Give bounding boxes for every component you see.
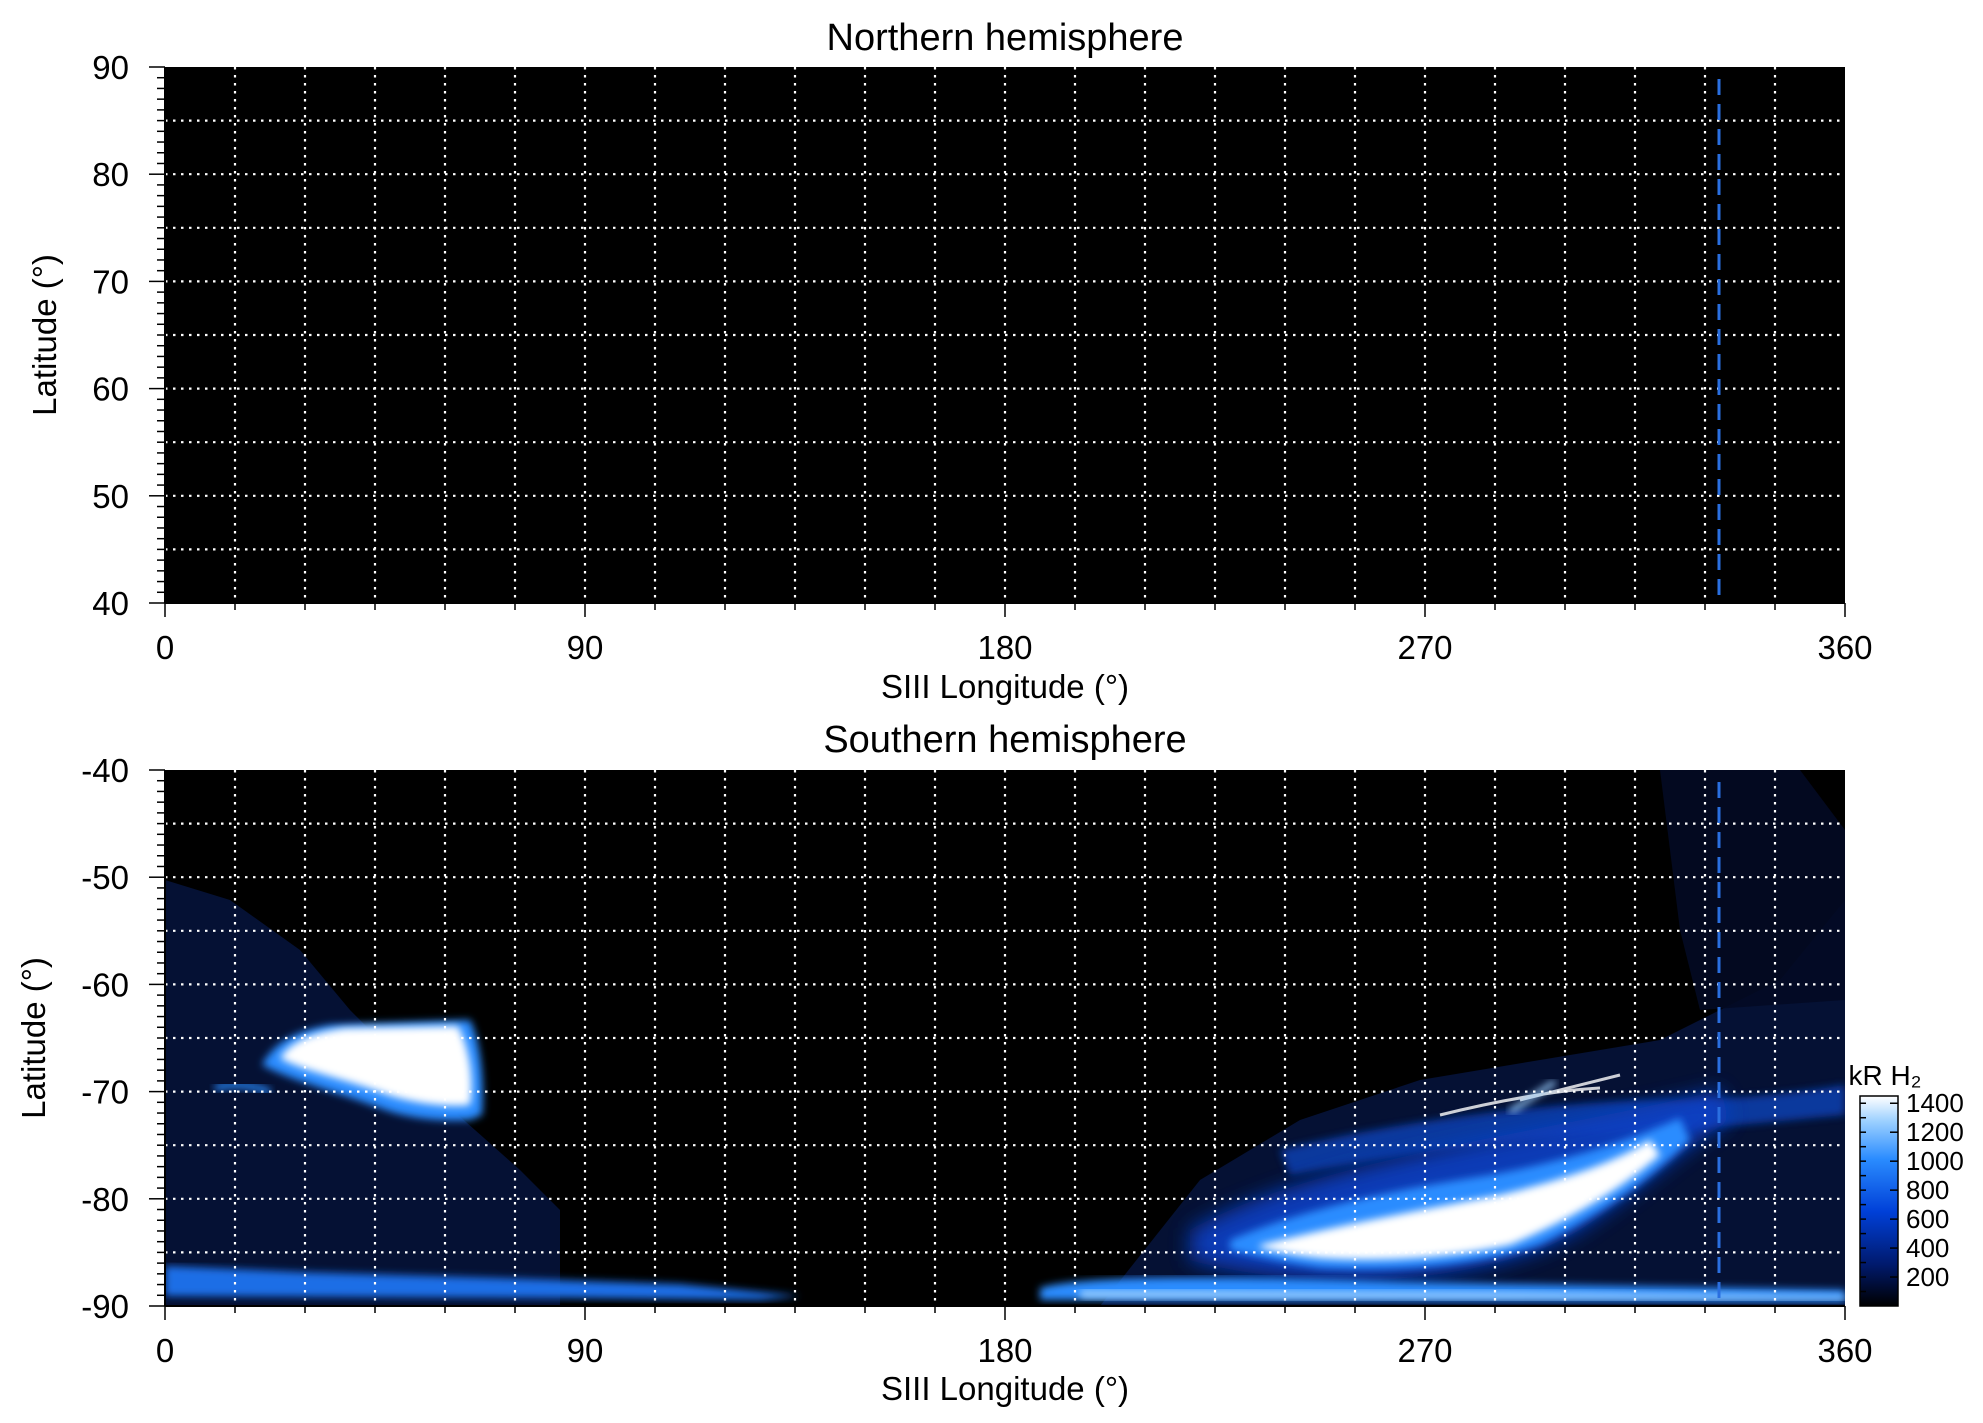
colorbar-tick-label: 1400 (1906, 1088, 1964, 1118)
south-ylabel: Latitude (°) (15, 957, 52, 1119)
y-tick-label: -90 (81, 1288, 129, 1325)
y-tick-label: 60 (92, 371, 129, 408)
south-grid (165, 770, 1845, 1306)
x-tick-label: 270 (1397, 1332, 1452, 1369)
y-tick-label: 90 (92, 49, 129, 86)
colorbar-gradient (1859, 1095, 1899, 1307)
y-tick-label: -60 (81, 966, 129, 1003)
blob-emission (214, 1020, 483, 1121)
south-xlabel: SIII Longitude (°) (881, 1370, 1129, 1407)
x-tick-label: 90 (567, 629, 604, 666)
x-tick-label: 180 (977, 1332, 1032, 1369)
y-tick-label: -80 (81, 1181, 129, 1218)
y-tick-label: -70 (81, 1074, 129, 1111)
north-ylabel: Latitude (°) (26, 254, 63, 416)
colorbar-title: kR H₂ (1848, 1060, 1921, 1091)
north-xlabel: SIII Longitude (°) (881, 668, 1129, 705)
y-tick-label: -40 (81, 752, 129, 789)
x-tick-label: 270 (1397, 629, 1452, 666)
south-title: Southern hemisphere (823, 719, 1186, 761)
y-tick-label: -50 (81, 859, 129, 896)
x-tick-label: 360 (1817, 629, 1872, 666)
y-tick-label: 70 (92, 263, 129, 300)
x-tick-label: 90 (567, 1332, 604, 1369)
x-tick-label: 180 (977, 629, 1032, 666)
colorbar-tick-label: 800 (1906, 1175, 1949, 1205)
panel-northern: Northern hemisphere 40 50 60 70 80 90 0 90 180 27… (26, 17, 1873, 705)
arc-emission (1190, 1073, 1730, 1281)
south-axes: -40 -50 -60 -70 -80 -90 0 90 180 270 360 (81, 752, 1872, 1369)
edge-band-left (165, 1266, 800, 1300)
haze-right-top (1660, 770, 1845, 1010)
north-title: Northern hemisphere (827, 17, 1184, 59)
colorbar-tick-label: 400 (1906, 1233, 1949, 1263)
y-tick-label: 40 (92, 585, 129, 622)
x-tick-label: 0 (156, 1332, 174, 1369)
x-tick-label: 0 (156, 629, 174, 666)
edge-band-right-bright (1080, 1290, 1845, 1300)
colorbar-tick-label: 600 (1906, 1204, 1949, 1234)
panel-southern: Southern hemisphere (15, 719, 1964, 1407)
y-tick-label: 50 (92, 478, 129, 515)
north-axes: 40 50 60 70 80 90 0 90 180 270 360 (92, 49, 1872, 666)
y-tick-label: 80 (92, 156, 129, 193)
x-tick-label: 360 (1817, 1332, 1872, 1369)
colorbar-tick-label: 1200 (1906, 1117, 1964, 1147)
north-grid (165, 67, 1845, 603)
colorbar-tick-label: 1000 (1906, 1146, 1964, 1176)
colorbar-tick-label: 200 (1906, 1262, 1949, 1292)
